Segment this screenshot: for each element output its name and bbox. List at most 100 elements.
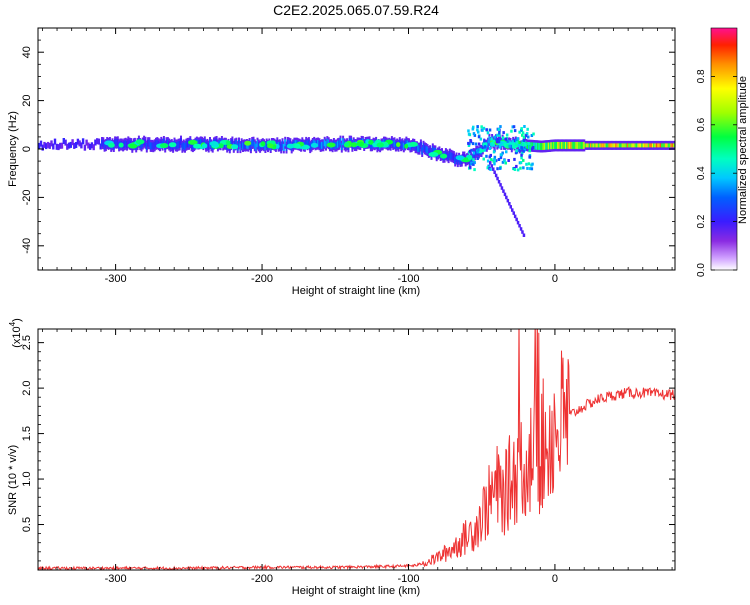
snr-ylabel: SNR (10 * v/v) bbox=[7, 445, 19, 515]
tone-cell bbox=[531, 147, 534, 150]
tone-cell bbox=[490, 138, 493, 141]
tone-cell bbox=[469, 166, 472, 169]
tone-cell bbox=[515, 149, 518, 152]
tone-cell bbox=[531, 167, 534, 170]
tone-cell bbox=[515, 218, 518, 222]
tone-cell bbox=[510, 205, 513, 209]
tone-cell bbox=[517, 168, 520, 171]
tone-cell bbox=[512, 142, 515, 145]
tone-blob bbox=[456, 155, 464, 160]
tone-cell bbox=[516, 141, 519, 144]
tone-blob bbox=[267, 143, 273, 148]
tone-cell bbox=[531, 163, 534, 166]
tone-blob bbox=[396, 142, 400, 147]
tone-cell bbox=[518, 131, 521, 134]
y-tick-label: -40 bbox=[21, 238, 33, 254]
tone-cell bbox=[499, 167, 502, 170]
tone-cell bbox=[521, 230, 524, 234]
tone-cell bbox=[470, 162, 473, 165]
tone-blob bbox=[136, 139, 145, 144]
tone-cell bbox=[528, 162, 531, 165]
tone-cell bbox=[518, 144, 521, 147]
tone-cell bbox=[503, 159, 506, 162]
tone-cell bbox=[481, 129, 484, 132]
tone-cell bbox=[527, 142, 530, 145]
tone-cell bbox=[502, 136, 505, 139]
y-tick-label: -20 bbox=[21, 189, 33, 205]
tone-cell bbox=[513, 125, 516, 128]
noise-speckle bbox=[1, 91, 3, 95]
snr-line bbox=[38, 300, 675, 569]
tone-blob bbox=[193, 144, 201, 149]
snr-xlabel: Height of straight line (km) bbox=[292, 585, 420, 597]
colorbar-tick-label: 0.0 bbox=[696, 263, 707, 277]
tone-cell bbox=[508, 202, 511, 206]
tone-blob bbox=[231, 144, 238, 149]
colorbar-label: Normalized spectral amplitude bbox=[737, 76, 749, 224]
colorbar-tick-label: 0.8 bbox=[696, 69, 707, 83]
tone-cell bbox=[483, 158, 486, 161]
tone-cell bbox=[505, 138, 508, 141]
tone-blob bbox=[261, 141, 266, 146]
tone-cell bbox=[505, 196, 508, 200]
tone-cell bbox=[500, 153, 503, 156]
x-tick-label: 0 bbox=[552, 573, 558, 585]
tone-cell bbox=[467, 142, 470, 145]
tone-cell bbox=[498, 180, 501, 184]
tone-cell bbox=[499, 183, 502, 187]
tone-cell bbox=[493, 171, 496, 175]
tone-blob bbox=[108, 143, 115, 148]
tone-cell bbox=[520, 161, 523, 164]
tone-cell bbox=[487, 131, 490, 134]
tone-cell bbox=[485, 128, 488, 131]
y-tick-label: 0 bbox=[21, 146, 33, 152]
tone-blob bbox=[160, 143, 168, 148]
tone-blob bbox=[409, 142, 418, 147]
tone-cell bbox=[502, 131, 505, 134]
tone-cell bbox=[513, 158, 516, 161]
tone-cell bbox=[489, 129, 492, 132]
tone-cell bbox=[472, 142, 475, 145]
tone-blob bbox=[169, 142, 177, 147]
tone-blob bbox=[244, 141, 251, 146]
tone-blob bbox=[295, 144, 301, 149]
tone-blob bbox=[202, 143, 207, 148]
y-tick-label: 1.5 bbox=[21, 426, 33, 441]
figure-title: C2E2.2025.065.07.59.R24 bbox=[273, 2, 439, 18]
tone-cell bbox=[526, 167, 529, 170]
y-tick-label: 0.5 bbox=[21, 517, 33, 532]
tone-cell bbox=[472, 158, 475, 161]
tone-blob bbox=[468, 155, 472, 160]
tone-cell bbox=[484, 145, 487, 148]
tone-blob bbox=[404, 144, 408, 149]
tone-cell bbox=[519, 167, 522, 170]
tone-cell bbox=[473, 132, 476, 135]
tone-cell bbox=[480, 125, 483, 128]
tone-cell bbox=[54, 139, 56, 145]
noise-speckle bbox=[1, 133, 3, 136]
spectrogram-ylabel: Frequency (Hz) bbox=[7, 111, 19, 187]
colorbar-gradient bbox=[711, 28, 737, 270]
noise-speckle bbox=[0, 201, 1, 204]
y-tick-label: 1.0 bbox=[21, 471, 33, 486]
tone-cell bbox=[485, 155, 488, 158]
tone-blob bbox=[311, 143, 318, 148]
tone-cell bbox=[508, 145, 511, 148]
tone-cell bbox=[514, 168, 517, 171]
x-tick-label: -200 bbox=[251, 273, 273, 285]
tone-cell bbox=[483, 140, 486, 143]
colorbar: 0.00.20.40.60.8 Normalized spectral ampl… bbox=[696, 28, 749, 277]
tone-cell bbox=[496, 177, 499, 181]
noise-speckle bbox=[1, 205, 5, 207]
tone-cell bbox=[496, 167, 499, 170]
tone-blob bbox=[226, 140, 230, 145]
tone-cell bbox=[520, 127, 523, 130]
noise-speckle bbox=[4, 222, 7, 225]
tone-cell bbox=[518, 224, 521, 228]
tone-blob bbox=[440, 154, 447, 159]
tone-cell bbox=[511, 208, 514, 212]
tone-cell bbox=[499, 146, 502, 149]
